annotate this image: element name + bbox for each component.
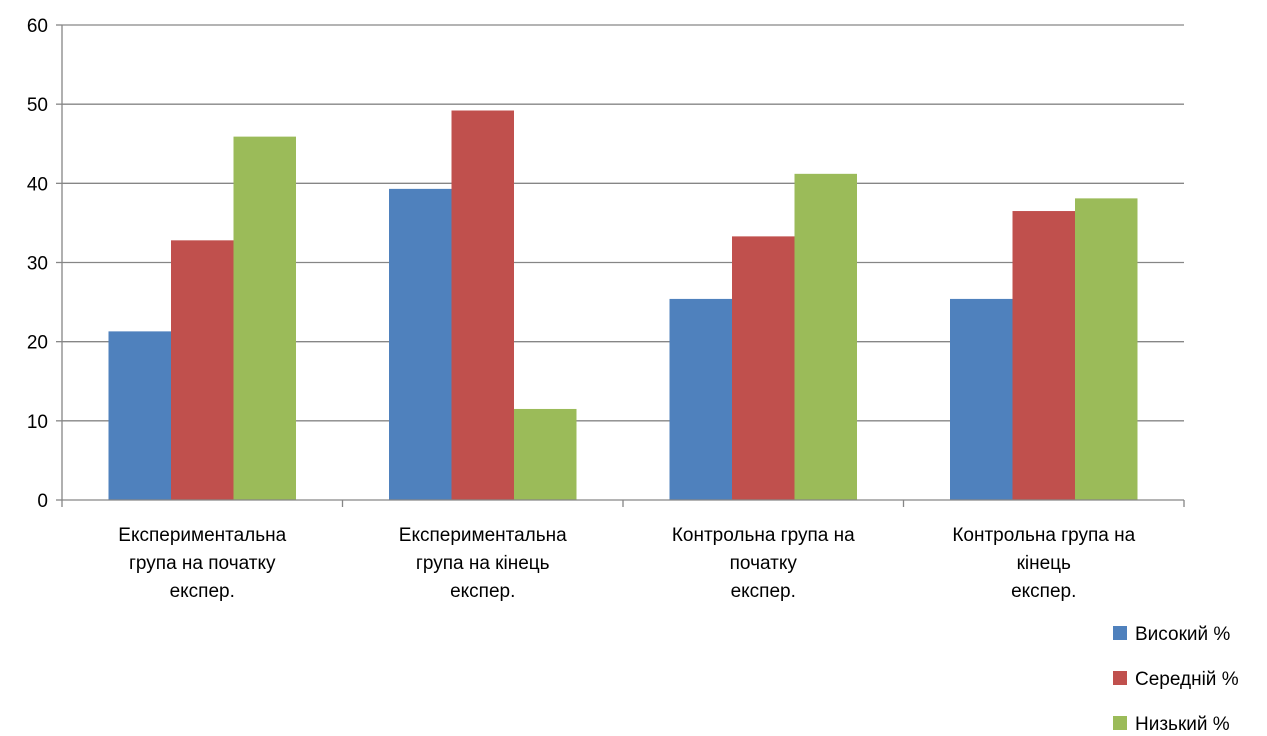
legend: Високий % Середній % Низький % — [1113, 624, 1239, 735]
legend-swatch — [1113, 716, 1127, 730]
x-category-label-line: експер. — [170, 581, 235, 602]
legend-label: Високий % — [1135, 624, 1230, 645]
x-category-label-line: Експериментальна — [399, 525, 567, 546]
bar-1-1 — [108, 331, 171, 500]
bar-3-4 — [1075, 198, 1138, 500]
x-category-label: Контрольна група на початку експер. — [672, 525, 855, 602]
axes — [56, 24, 1185, 507]
bar-1-2 — [389, 188, 452, 500]
legend-swatch — [1113, 671, 1127, 685]
y-tick-label: 10 — [27, 412, 48, 433]
x-category-label-line: експер. — [1011, 581, 1076, 602]
legend-swatch — [1113, 626, 1127, 640]
bar-3-3 — [794, 173, 857, 501]
x-category-label: Експериментальна група на початку експер. — [118, 525, 286, 602]
bar-2-1 — [171, 240, 234, 501]
y-tick-labels: 0 10 20 30 40 50 60 — [27, 16, 48, 512]
y-tick-label: 0 — [37, 491, 48, 512]
y-tick-label: 30 — [27, 254, 48, 275]
bar-2-4 — [1012, 211, 1075, 500]
x-category-label: Контрольна група на кінець експер. — [952, 525, 1135, 602]
x-category-label-line: кінець — [1017, 553, 1071, 574]
y-tick-label: 40 — [27, 174, 48, 195]
x-category-label-line: група на початку — [129, 553, 276, 574]
y-tick-label: 60 — [27, 16, 48, 37]
x-category-label-line: група на кінець — [416, 553, 550, 574]
x-category-label: Експериментальна група на кінець експер. — [399, 525, 567, 602]
x-category-label-line: Експериментальна — [118, 525, 286, 546]
bar-2-3 — [732, 236, 795, 500]
x-category-label-line: Контрольна група на — [952, 525, 1135, 546]
legend-label: Середній % — [1135, 669, 1239, 690]
y-tick-label: 20 — [27, 333, 48, 354]
bar-3-2 — [514, 408, 577, 500]
bar-3-1 — [233, 136, 296, 500]
y-tick-label: 50 — [27, 95, 48, 116]
x-category-label-line: початку — [730, 553, 798, 574]
bars — [108, 110, 1138, 501]
bar-1-3 — [669, 298, 732, 500]
legend-label: Низький % — [1135, 714, 1230, 735]
x-category-label-line: експер. — [731, 581, 796, 602]
x-category-labels: Експериментальна група на початку експер.Е… — [118, 525, 1135, 602]
bar-2-2 — [451, 110, 514, 500]
x-category-label-line: експер. — [450, 581, 515, 602]
x-category-label-line: Контрольна група на — [672, 525, 855, 546]
bar-1-4 — [950, 298, 1013, 500]
